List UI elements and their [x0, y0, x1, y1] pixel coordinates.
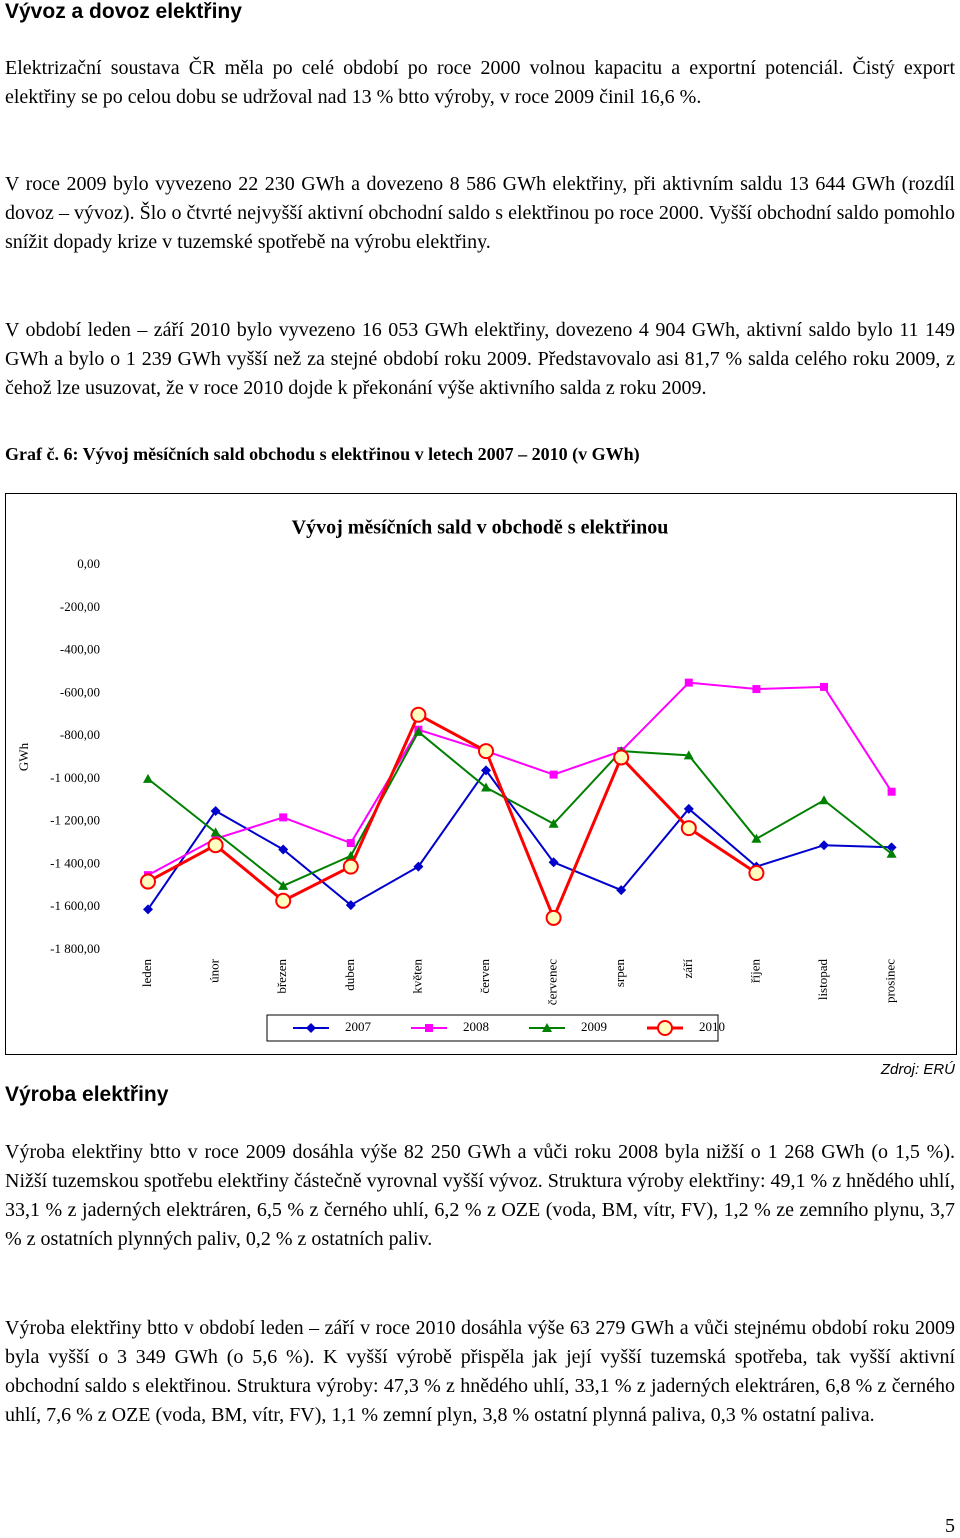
y-tick-label: 0,00 [77, 556, 100, 571]
paragraph: V roce 2009 bylo vyvezeno 22 230 GWh a d… [5, 173, 955, 253]
marker [481, 765, 491, 776]
series-line [147, 768, 892, 910]
marker [819, 795, 829, 805]
marker [143, 904, 153, 915]
marker [278, 880, 289, 890]
y-tick-label: -1 200,00 [50, 813, 100, 828]
chart: Vývoj měsíčních sald v obchodě s elektři… [5, 493, 957, 1055]
paragraph: Výroba elektřiny btto v období leden – z… [5, 1317, 955, 1426]
y-tick-label: -600,00 [60, 684, 100, 699]
marker [410, 706, 427, 723]
x-tick-label: prosinec [883, 959, 898, 1003]
y-tick-label: -800,00 [60, 727, 100, 742]
marker [819, 840, 829, 851]
x-tick-label: listopad [815, 959, 830, 1001]
marker [143, 773, 153, 783]
marker [683, 803, 694, 814]
paragraph: Výroba elektřiny btto v roce 2009 dosáhl… [5, 1141, 955, 1250]
marker [748, 865, 765, 881]
marker [210, 827, 221, 837]
y-tick-label: -1 400,00 [50, 855, 100, 870]
y-axis-label: GWh [16, 742, 31, 771]
y-tick-label: -1 800,00 [50, 941, 100, 956]
marker [548, 818, 559, 828]
marker [210, 805, 221, 816]
marker [684, 678, 693, 687]
marker [683, 750, 694, 760]
legend-label: 2009 [581, 1019, 607, 1034]
marker [342, 858, 359, 875]
source: Zdroj: ERÚ [880, 1061, 955, 1078]
marker [886, 842, 897, 853]
marker [207, 837, 224, 854]
marker [613, 749, 630, 766]
marker [279, 813, 288, 822]
marker [345, 900, 356, 911]
marker [680, 820, 697, 837]
x-tick-label: duben [342, 959, 357, 991]
heading: Výroba elektřiny [5, 1083, 169, 1106]
series-line [147, 681, 893, 877]
x-tick-label: červenec [545, 959, 560, 1005]
marker [306, 1023, 316, 1033]
marker [346, 839, 355, 848]
paragraph: V období leden – září 2010 bylo vyvezeno… [5, 319, 955, 399]
series-line [147, 712, 758, 922]
caption: Graf č. 6: Vývoj měsíčních sald obchodu … [5, 444, 640, 464]
chart-frame [5, 493, 957, 1055]
marker [887, 787, 896, 796]
marker [752, 685, 761, 694]
y-tick-label: -200,00 [60, 599, 100, 614]
x-tick-label: leden [139, 959, 154, 988]
marker [140, 873, 156, 890]
x-tick-label: červen [477, 959, 492, 994]
marker [616, 885, 627, 896]
x-tick-label: květen [409, 959, 424, 994]
legend-label: 2008 [463, 1019, 489, 1034]
marker [657, 1020, 673, 1036]
x-tick-label: březen [274, 959, 289, 994]
marker [545, 909, 562, 926]
x-tick-label: září [680, 959, 695, 979]
legend-label: 2007 [345, 1019, 372, 1034]
marker [478, 743, 494, 760]
chart-title: Vývoj měsíčních sald v obchodě s elektři… [292, 517, 669, 539]
y-tick-label: -400,00 [60, 642, 100, 657]
marker [413, 726, 424, 736]
paragraph: Elektrizační soustava ČR měla po celé ob… [5, 57, 955, 108]
page-number: 5 [945, 1515, 955, 1537]
marker [278, 844, 289, 855]
marker [481, 782, 491, 792]
heading: Vývoz a dovoz elektřiny [5, 0, 242, 23]
series-line [147, 730, 893, 887]
legend-label: 2010 [699, 1019, 725, 1034]
legend-frame [266, 1014, 719, 1042]
marker [413, 861, 424, 872]
x-tick-label: srpen [612, 959, 627, 988]
marker [549, 770, 558, 779]
y-tick-label: -1 000,00 [50, 770, 100, 785]
marker [886, 848, 897, 858]
x-tick-label: říjen [747, 959, 762, 983]
marker [548, 857, 559, 868]
marker [751, 833, 762, 843]
marker [820, 682, 828, 691]
marker [275, 892, 292, 909]
marker [542, 1023, 552, 1032]
marker [425, 1024, 433, 1032]
y-tick-label: -1 600,00 [50, 898, 100, 913]
x-tick-label: únor [207, 958, 222, 983]
